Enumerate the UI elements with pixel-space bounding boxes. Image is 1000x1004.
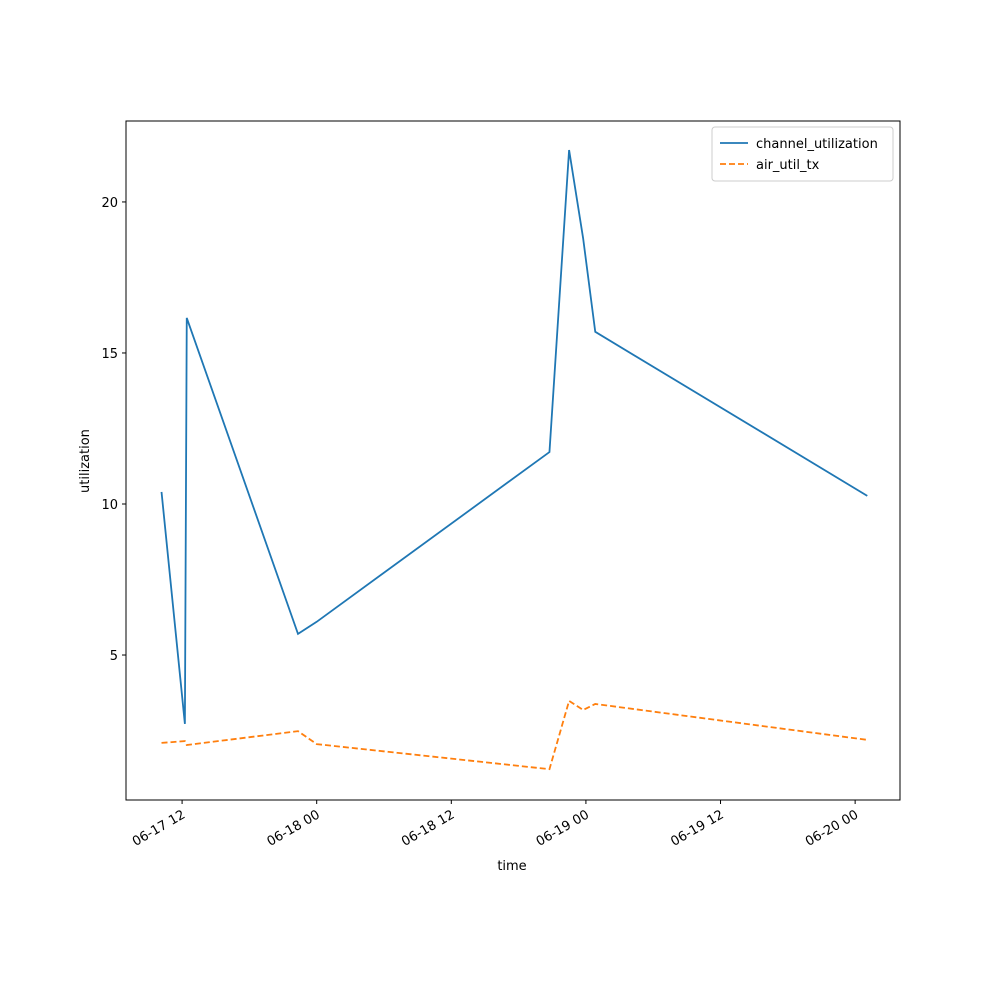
legend-label: channel_utilization (756, 137, 878, 152)
x-axis-label: time (497, 859, 526, 874)
y-tick-label: 5 (110, 649, 118, 664)
plot-frame (125, 120, 901, 801)
y-axis-label: utilization (78, 429, 93, 493)
series-line (161, 699, 868, 771)
y-tick-label: 10 (101, 498, 118, 513)
legend-box (711, 126, 894, 182)
y-tick-label: 20 (101, 196, 118, 211)
series-line (160, 149, 868, 724)
legend: channel_utilization air_util_tx (711, 126, 894, 182)
legend-label: air_util_tx (756, 158, 820, 173)
y-tick-label: 15 (101, 347, 118, 362)
